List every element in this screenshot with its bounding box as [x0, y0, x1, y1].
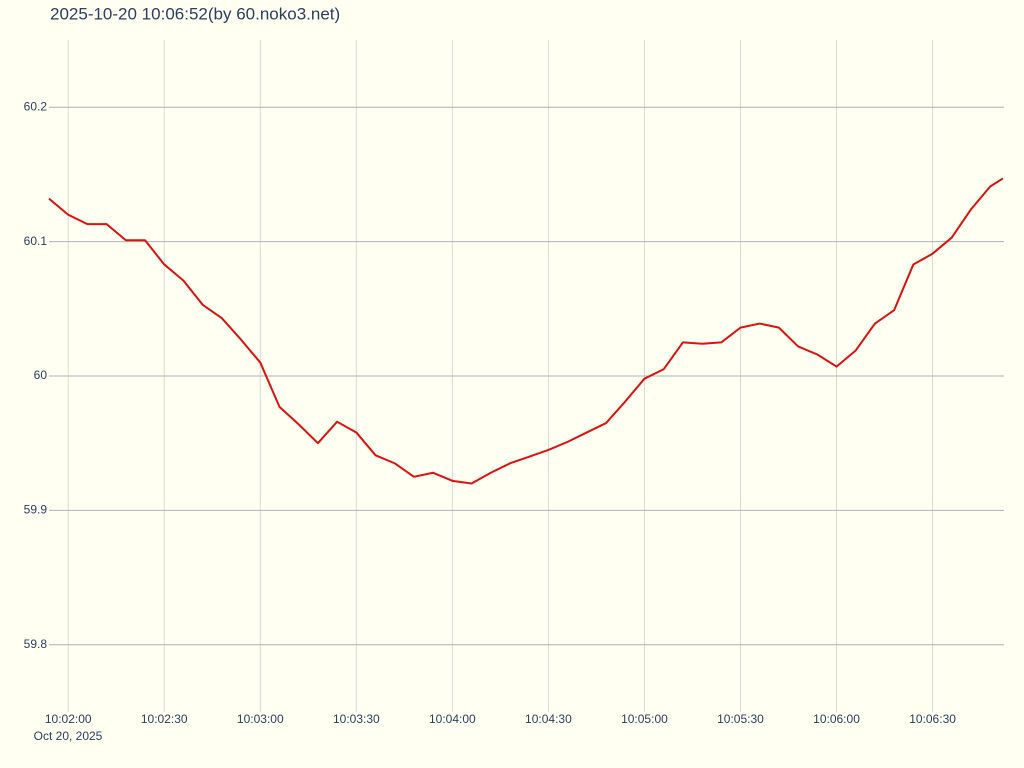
x-tick-label: 10:06:00 [813, 712, 860, 726]
y-tick-label: 60 [34, 368, 48, 382]
x-tick-label: 10:02:00 [45, 712, 92, 726]
chart-title: 2025-10-20 10:06:52(by 60.noko3.net) [50, 4, 340, 23]
x-tick-label: 10:04:00 [429, 712, 476, 726]
y-tick-label: 59.9 [24, 503, 48, 517]
x-tick-label: 10:02:30 [141, 712, 188, 726]
y-tick-label: 60.2 [24, 99, 48, 113]
x-tick-label: 10:04:30 [525, 712, 572, 726]
x-tick-label: 10:03:00 [237, 712, 284, 726]
x-tick-label: 10:06:30 [909, 712, 956, 726]
x-tick-label: 10:03:30 [333, 712, 380, 726]
x-tick-label: 10:05:00 [621, 712, 668, 726]
y-tick-label: 60.1 [24, 234, 48, 248]
line-series [48, 177, 1004, 485]
x-tick-label: 10:05:30 [717, 712, 764, 726]
x-date-label: Oct 20, 2025 [34, 729, 103, 743]
y-tick-label: 59.8 [24, 637, 48, 651]
